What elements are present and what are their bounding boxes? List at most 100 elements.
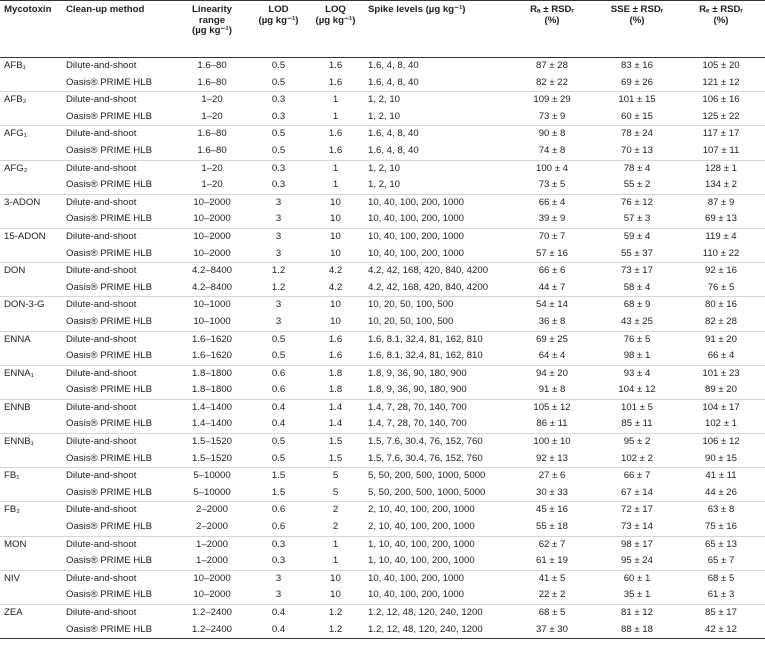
table-row: Oasis® PRIME HLB 10–2000 3 10 10, 40, 100, 2…	[0, 246, 765, 263]
linearity-cell: 1.4–1400	[191, 418, 232, 430]
sse-cell: 104 ± 12	[618, 384, 656, 396]
loq-cell: 1	[332, 555, 339, 567]
re-cell: 89 ± 20	[705, 384, 737, 396]
ra-cell: 41 ± 5	[507, 569, 597, 588]
cleanup-method-cell: Oasis® PRIME HLB	[66, 555, 152, 567]
cleanup-method-cell: Dilute-and-shoot	[62, 330, 174, 349]
linearity-cell: 10–2000	[174, 569, 250, 588]
cleanup-method-cell: Oasis® PRIME HLB	[66, 213, 152, 225]
mycotoxin-cell: AFG₁	[0, 125, 62, 143]
re-cell: 75 ± 16	[705, 521, 737, 533]
ra-cell: 45 ± 16	[507, 501, 597, 520]
header-loq: LOQ (µg kg⁻¹)	[307, 0, 364, 58]
re-cell: 90 ± 15	[705, 452, 737, 464]
loq-cell: 1.6	[328, 76, 343, 88]
spike-levels-cell: 1.8, 9, 36, 90, 180, 900	[364, 364, 507, 383]
re-cell: 121 ± 12	[702, 76, 740, 88]
sse-cell: 55 ± 37	[621, 247, 653, 259]
mycotoxin-cell: ENNA	[0, 330, 62, 349]
lod-cell: 1.5	[271, 486, 286, 498]
header-cleanup-method: Clean-up method	[62, 0, 174, 58]
loq-cell: 1.5	[328, 452, 343, 464]
table-row: NIV Dilute-and-shoot 10–2000 3 10 10, 40, 100…	[0, 569, 765, 588]
cleanup-method-cell: Dilute-and-shoot	[62, 159, 174, 178]
mycotoxin-cell	[0, 587, 62, 604]
linearity-cell: 10–2000	[193, 589, 231, 601]
sse-cell: 43 ± 25	[621, 315, 653, 327]
linearity-cell: 1.6–80	[174, 125, 250, 143]
linearity-cell: 1.4–1400	[174, 398, 250, 417]
lod-cell: 3	[250, 569, 307, 588]
mycotoxin-cell	[0, 553, 62, 570]
re-cell: 117 ± 17	[677, 125, 765, 143]
re-cell: 68 ± 5	[677, 569, 765, 588]
ra-cell: 57 ± 16	[536, 247, 568, 259]
spike-levels-cell: 4.2, 42, 168, 420, 840, 4200	[368, 281, 489, 293]
header-lod-line: LOD	[268, 4, 289, 15]
sse-cell: 85 ± 11	[621, 418, 653, 430]
cleanup-method-cell: Dilute-and-shoot	[62, 535, 174, 554]
loq-cell: 1	[307, 159, 364, 178]
re-cell: 105 ± 20	[677, 56, 765, 75]
sse-cell: 60 ± 15	[621, 110, 653, 122]
loq-cell: 4.2	[307, 262, 364, 280]
lod-cell: 0.4	[250, 603, 307, 622]
ra-cell: 94 ± 20	[507, 364, 597, 383]
loq-cell: 10	[307, 296, 364, 314]
re-cell: 91 ± 20	[677, 330, 765, 349]
linearity-cell: 10–2000	[193, 247, 231, 259]
loq-cell: 10	[307, 227, 364, 246]
mycotoxin-cell: ENNB₁	[0, 433, 62, 451]
loq-cell: 1.8	[328, 384, 343, 396]
table-body: AFB₁ Dilute-and-shoot 1.6–80 0.5 1.6 1.6, 4, …	[0, 56, 765, 640]
ra-cell: 92 ± 13	[536, 452, 568, 464]
loq-cell: 1	[307, 91, 364, 109]
sse-cell: 78 ± 24	[597, 125, 677, 143]
lod-cell: 3	[275, 213, 282, 225]
header-ra-line: Rₐ ± RSDᵣ	[530, 4, 574, 15]
loq-cell: 1.5	[307, 433, 364, 451]
lod-cell: 0.3	[250, 91, 307, 109]
loq-cell: 5	[307, 467, 364, 485]
linearity-cell: 2–2000	[174, 501, 250, 520]
cleanup-method-cell: Oasis® PRIME HLB	[66, 281, 152, 293]
linearity-cell: 4.2–8400	[174, 262, 250, 280]
loq-cell: 1.4	[307, 398, 364, 417]
mycotoxin-cell: ENNA₁	[0, 364, 62, 383]
sse-cell: 81 ± 12	[597, 603, 677, 622]
ra-cell: 27 ± 6	[507, 467, 597, 485]
re-cell: 65 ± 13	[677, 535, 765, 554]
ra-cell: 70 ± 7	[507, 227, 597, 246]
table-row: Oasis® PRIME HLB 10–1000 3 10 10, 20, 50, 10…	[0, 314, 765, 331]
table-row: Oasis® PRIME HLB 1.6–80 0.5 1.6 1.6, 4, 8, 4…	[0, 143, 765, 160]
header-spike-levels: Spike levels (µg kg⁻¹)	[364, 0, 507, 58]
header-linearity: Linearity range (µg kg⁻¹)	[174, 0, 250, 58]
sse-cell: 101 ± 5	[597, 398, 677, 417]
sse-cell: 35 ± 1	[623, 589, 651, 601]
lod-cell: 3	[250, 296, 307, 314]
linearity-cell: 10–1000	[174, 296, 250, 314]
lod-cell: 0.6	[271, 384, 286, 396]
mycotoxin-cell	[0, 382, 62, 399]
mycotoxin-cell	[0, 143, 62, 160]
table-row: Oasis® PRIME HLB 1–2000 0.3 1 1, 10, 40, 100…	[0, 553, 765, 570]
mycotoxin-cell	[0, 246, 62, 263]
mycotoxin-cell: 15-ADON	[0, 227, 62, 246]
header-sse-line: (%)	[629, 14, 645, 26]
spike-levels-cell: 1, 10, 40, 100, 200, 1000	[364, 535, 507, 554]
cleanup-method-cell: Oasis® PRIME HLB	[66, 110, 152, 122]
loq-cell: 1.6	[307, 330, 364, 349]
spike-levels-cell: 10, 20, 50, 100, 500	[364, 296, 507, 314]
table-row: Oasis® PRIME HLB 1–20 0.3 1 1, 2, 10 73 ± 5 55…	[0, 177, 765, 194]
linearity-cell: 1.8–1800	[174, 364, 250, 383]
re-cell: 41 ± 11	[677, 467, 765, 485]
cleanup-method-cell: Dilute-and-shoot	[62, 569, 174, 588]
header-row: Mycotoxin Clean-up method Linearity rang…	[0, 0, 765, 58]
header-loq-line: LOQ	[325, 4, 346, 15]
header-linearity-line: Linearity	[192, 4, 232, 15]
linearity-cell: 1.6–80	[174, 56, 250, 75]
spike-levels-cell: 1.2, 12, 48, 120, 240, 1200	[364, 621, 507, 640]
spike-levels-cell: 1.4, 7, 28, 70, 140, 700	[364, 398, 507, 417]
mycotoxin-cell	[0, 348, 62, 365]
sse-cell: 98 ± 1	[623, 350, 651, 362]
